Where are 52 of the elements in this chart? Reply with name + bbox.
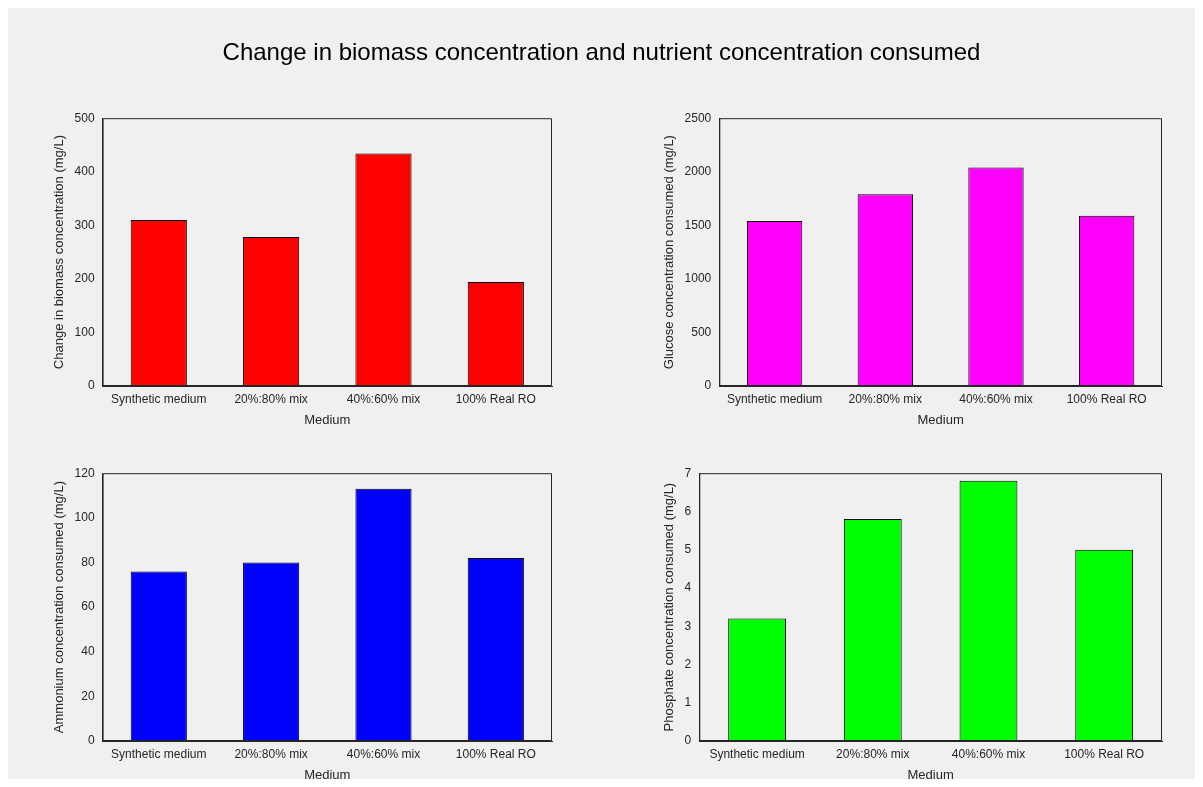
y-tick-label: 2500 <box>684 110 712 125</box>
x-tick-label: 100% Real RO <box>455 391 536 406</box>
x-tick-label: Synthetic medium <box>111 391 207 406</box>
x-axis-title: Medium <box>907 766 954 782</box>
x-tick-label: 20%:80% mix <box>836 746 910 761</box>
y-tick-label: 0 <box>684 733 692 748</box>
text: Change in biomass concentration and nutrient concentration consumed <box>221 38 982 66</box>
y-tick-label: 200 <box>74 271 95 286</box>
y-tick-label: 500 <box>74 110 95 125</box>
x-axis-title: Medium <box>304 411 351 427</box>
x-tick-label: 100% Real RO <box>1066 391 1147 406</box>
y-tick-label: 0 <box>704 378 712 393</box>
y-axis-title: Change in biomass concentration (mg/L) <box>51 135 67 370</box>
x-tick-label: Synthetic medium <box>111 746 207 761</box>
x-axis-title: Medium <box>304 766 351 782</box>
y-tick-label: 3 <box>684 618 692 633</box>
y-tick-label: 0 <box>87 378 95 393</box>
y-tick-label: 1 <box>684 695 692 710</box>
x-tick-label: 20%:80% mix <box>848 391 922 406</box>
y-tick-label: 40 <box>81 644 95 659</box>
y-tick-label: 2000 <box>684 164 712 179</box>
y-tick-label: 100 <box>74 510 95 525</box>
y-tick-label: 1500 <box>684 217 712 232</box>
x-tick-label: 100% Real RO <box>455 746 536 761</box>
x-tick-label: 40%:60% mix <box>959 391 1033 406</box>
y-tick-label: 300 <box>74 217 95 232</box>
x-tick-label: 20%:80% mix <box>234 746 308 761</box>
y-tick-label: 1000 <box>684 271 712 286</box>
y-tick-label: 2 <box>684 656 692 671</box>
y-tick-label: 7 <box>684 465 692 480</box>
y-tick-label: 500 <box>691 324 712 339</box>
y-tick-label: 120 <box>74 465 95 480</box>
y-tick-label: 0 <box>87 733 95 748</box>
y-tick-label: 100 <box>74 324 95 339</box>
x-tick-label: 40%:60% mix <box>951 746 1026 761</box>
y-tick-label: 400 <box>74 164 95 179</box>
y-tick-label: 4 <box>684 580 692 595</box>
y-axis-title: Ammonium concentration consumed (mg/L) <box>51 481 67 734</box>
y-tick-label: 20 <box>81 688 95 703</box>
x-tick-label: Synthetic medium <box>709 746 805 761</box>
x-tick-label: 100% Real RO <box>1064 746 1145 761</box>
y-tick-label: 60 <box>81 599 95 614</box>
y-tick-label: 6 <box>684 503 692 518</box>
x-tick-label: Synthetic medium <box>726 391 823 406</box>
x-tick-label: 20%:80% mix <box>234 391 308 406</box>
y-tick-label: 5 <box>684 542 692 557</box>
y-axis-title: Phosphate concentration consumed (mg/L) <box>661 482 677 732</box>
y-axis-title: Glucose concentration consumed (mg/L) <box>661 135 677 370</box>
y-tick-label: 80 <box>81 554 95 569</box>
x-tick-label: 40%:60% mix <box>346 746 421 761</box>
x-tick-label: 40%:60% mix <box>346 391 421 406</box>
x-axis-title: Medium <box>917 411 964 427</box>
